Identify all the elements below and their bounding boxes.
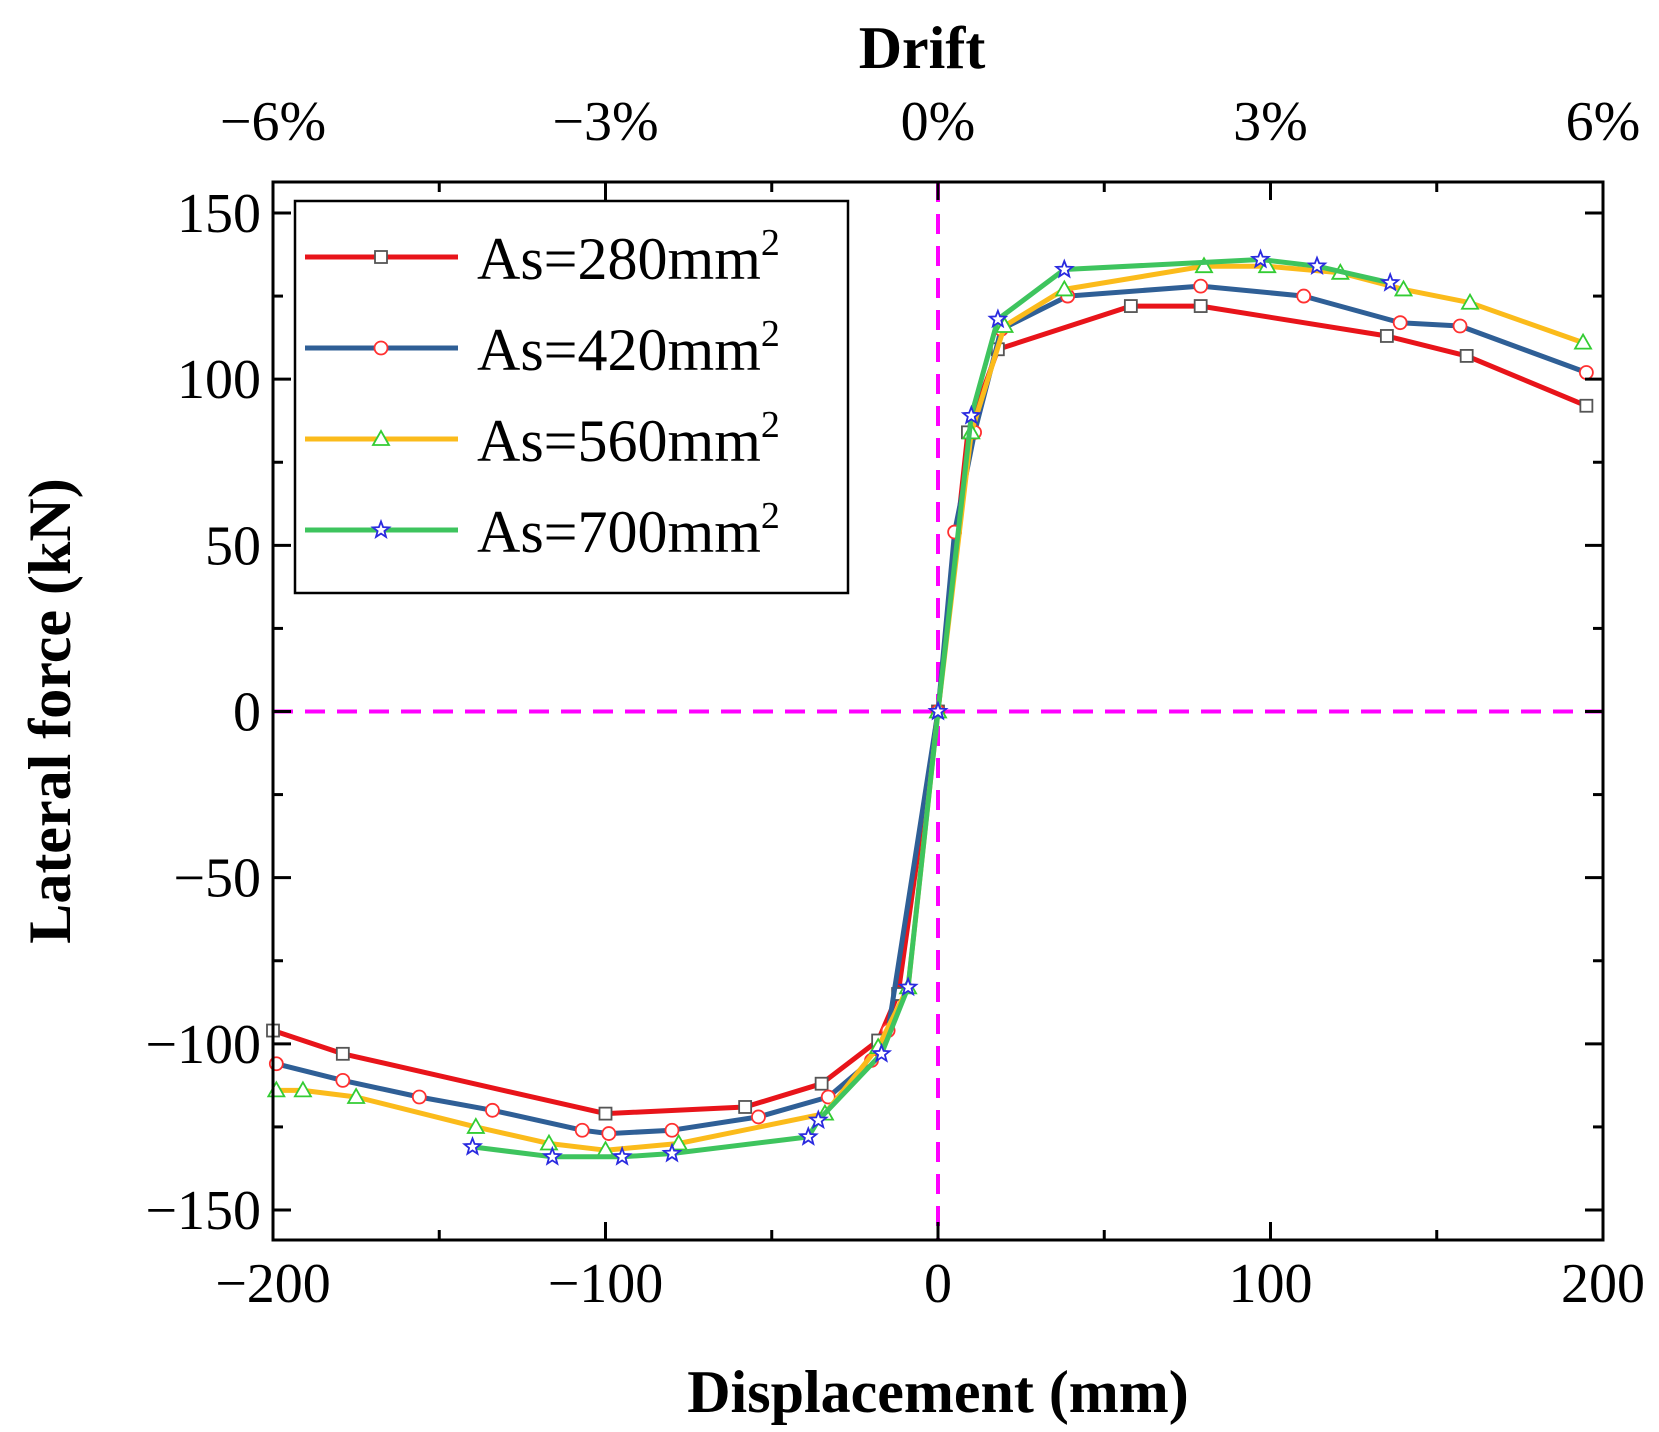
y-tick-label: 50	[205, 515, 261, 577]
data-point	[807, 1109, 829, 1130]
legend-label: As=560mm2	[477, 404, 780, 474]
data-point	[1193, 299, 1208, 313]
data-point	[1379, 271, 1401, 292]
data-point	[574, 1122, 590, 1138]
data-point	[539, 1133, 559, 1151]
data-point	[1460, 292, 1480, 310]
top-tick-label: 6%	[1566, 91, 1641, 153]
y-tick-label: −50	[173, 848, 261, 910]
x-tick-label: −200	[215, 1253, 331, 1315]
data-point	[1392, 315, 1408, 331]
legend-entry: As=560mm2	[305, 404, 780, 474]
data-point	[1296, 288, 1312, 304]
x-axis-title: Displacement (mm)	[687, 1359, 1189, 1425]
data-point	[601, 1126, 617, 1141]
y-tick-label: −150	[145, 1180, 261, 1242]
data-point	[669, 1133, 689, 1151]
legend-marker	[370, 518, 392, 539]
data-point	[1579, 398, 1594, 413]
y-tick-label: 100	[177, 349, 261, 411]
legend-marker	[373, 340, 389, 356]
data-point	[927, 700, 949, 721]
data-point	[987, 308, 1009, 329]
data-point	[1393, 279, 1414, 297]
data-point	[1573, 332, 1593, 350]
data-point	[293, 1080, 313, 1098]
data-point	[1306, 255, 1328, 276]
x-tick-label: 200	[1561, 1253, 1645, 1315]
x-tick-label: −100	[548, 1253, 664, 1315]
data-point	[820, 1089, 836, 1105]
data-point	[485, 1102, 500, 1118]
top-tick-label: 3%	[1233, 91, 1308, 153]
data-point	[346, 1087, 366, 1104]
legend-label: As=420mm2	[477, 313, 780, 383]
data-point	[1194, 256, 1214, 274]
top-tick-label: −6%	[220, 91, 326, 153]
series-4	[462, 248, 1401, 1166]
data-point	[1054, 279, 1074, 297]
data-point	[1053, 258, 1075, 279]
y-tick-label: 150	[177, 183, 261, 245]
data-point	[1452, 318, 1468, 334]
y-tick-label: −100	[145, 1014, 261, 1076]
data-point	[335, 1046, 350, 1061]
data-point	[1578, 365, 1594, 380]
data-point	[897, 976, 919, 997]
data-point	[738, 1100, 753, 1114]
top-tick-label: −3%	[552, 91, 658, 153]
x-tick-label: 100	[1229, 1253, 1313, 1315]
axis-ticks: −200 −100 0 100 200 −6% −3% 0% 3% 6% −150 −100 −50 0 5…	[145, 91, 1645, 1315]
data-point	[1459, 349, 1474, 363]
data-point	[611, 1145, 633, 1166]
data-point	[814, 1076, 829, 1091]
data-point	[797, 1125, 819, 1146]
data-point	[664, 1122, 680, 1138]
data-point	[661, 1142, 683, 1163]
data-point	[1249, 248, 1272, 269]
legend-marker	[374, 250, 388, 264]
data-point	[541, 1145, 563, 1166]
data-point	[751, 1109, 766, 1125]
data-point	[335, 1072, 351, 1088]
y-axis-title: Lateral force (kN)	[17, 478, 83, 943]
legend-entry: As=700mm2	[305, 495, 780, 565]
top-tick-label: 0%	[901, 91, 976, 153]
data-point	[1193, 278, 1209, 294]
legend-entry: As=280mm2	[305, 222, 780, 292]
data-point	[598, 1106, 613, 1121]
y-tick-label: 0	[233, 682, 261, 744]
data-point	[960, 404, 982, 425]
x-tick-label: 0	[924, 1253, 952, 1315]
legend: As=280mm2 As=420mm2 As=560mm2 As=700mm2	[293, 199, 850, 595]
data-point	[870, 1042, 893, 1063]
series-layer	[266, 248, 1594, 1166]
legend-marker	[371, 429, 391, 446]
data-point	[466, 1117, 486, 1134]
top-axis-title: Drift	[859, 15, 986, 81]
legend-label: As=280mm2	[477, 222, 780, 292]
data-point	[1379, 329, 1394, 343]
legend-label: As=700mm2	[477, 495, 780, 565]
legend-entry: As=420mm2	[305, 313, 780, 383]
data-point	[411, 1089, 427, 1105]
data-point	[462, 1135, 483, 1156]
data-point	[1123, 299, 1138, 313]
